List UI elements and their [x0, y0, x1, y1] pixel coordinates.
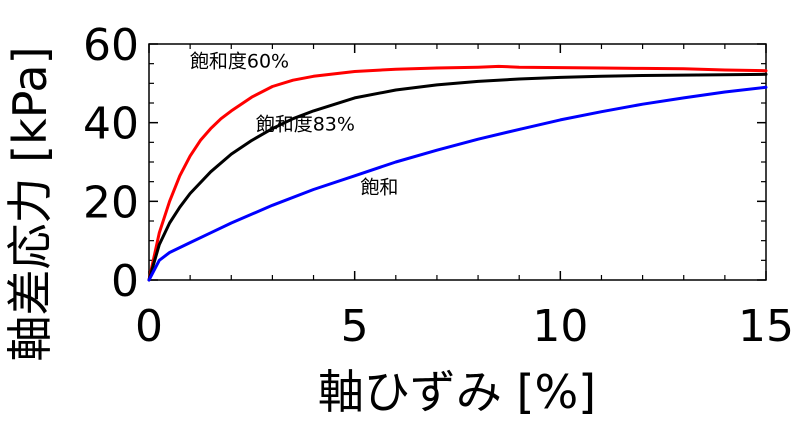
y-tick-label: 0 [111, 256, 139, 307]
y-tick-label: 40 [83, 99, 139, 150]
x-tick-label: 5 [341, 301, 369, 352]
x-tick-label: 0 [135, 301, 163, 352]
series-line-2 [147, 72, 768, 282]
series-layer [147, 64, 768, 282]
series-annotation: 飽和 [360, 176, 398, 198]
x-tick-label: 10 [532, 301, 588, 352]
x-axis-label: 軸ひずみ [%] [318, 365, 596, 419]
axis-ticks: 0 5 10 15 0 20 40 60 [83, 20, 794, 352]
annotation-layer: 飽和度60% 飽和度83% 飽和 [190, 51, 398, 199]
series-annotation: 飽和度83% [256, 114, 355, 136]
plot-frame [148, 43, 767, 281]
y-axis-label: 軸差応力 [kPa] [3, 46, 57, 361]
y-tick-label: 20 [83, 177, 139, 228]
y-tick-label: 60 [83, 20, 139, 71]
series-annotation: 飽和度60% [190, 51, 289, 73]
series-line-3 [147, 85, 768, 282]
x-tick-label: 15 [738, 301, 794, 352]
series-line-1 [147, 64, 768, 282]
